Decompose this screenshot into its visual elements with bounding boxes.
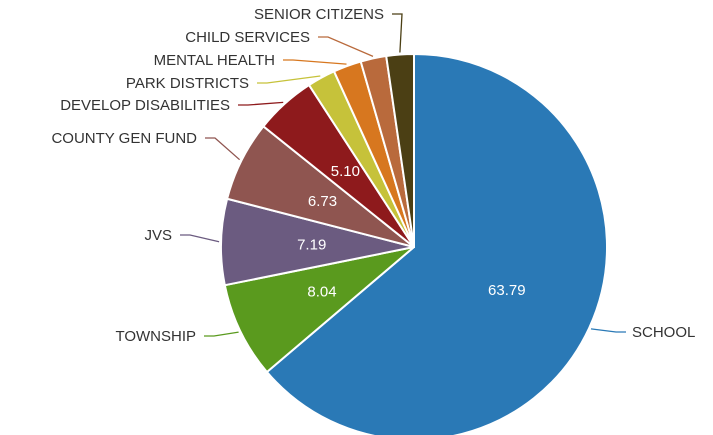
value-develop-disabilities: 5.10 (331, 163, 360, 180)
slice-township (223, 246, 415, 373)
leader-line-child-services (318, 36, 374, 57)
label-jvs: JVS (144, 227, 172, 244)
slice-school (265, 53, 608, 435)
leader-line-park-districts (257, 75, 321, 84)
label-develop-disabilities: DEVELOP DISABILITIES (60, 97, 230, 114)
leader-line-county-gen-fund (205, 137, 241, 161)
value-jvs: 7.19 (297, 236, 326, 253)
leader-line-mental-health (283, 59, 347, 65)
leader-line-township (204, 331, 239, 337)
label-child-services: CHILD SERVICES (185, 29, 310, 46)
leader-line-jvs (180, 234, 220, 243)
pie-slices (220, 53, 608, 435)
leader-lines (180, 13, 626, 337)
leader-line-school (590, 328, 626, 333)
label-school: SCHOOL (632, 324, 695, 341)
label-township: TOWNSHIP (115, 328, 196, 345)
label-senior-citizens: SENIOR CITIZENS (254, 6, 384, 23)
leader-line-develop-disabilities (238, 101, 284, 106)
slice-senior-citizens (385, 53, 415, 248)
label-park-districts: PARK DISTRICTS (126, 75, 249, 92)
value-township: 8.04 (307, 284, 336, 301)
label-county-gen-fund: COUNTY GEN FUND (51, 130, 197, 147)
value-school: 63.79 (488, 282, 526, 299)
value-county-gen-fund: 6.73 (308, 193, 337, 210)
value-labels: 63.79 8.04 7.19 6.73 5.10 (297, 163, 525, 301)
slice-labels: SCHOOL TOWNSHIP JVS COUNTY GEN FUND DEVELOP … (51, 6, 695, 345)
leader-line-senior-citizens (392, 13, 403, 53)
label-mental-health: MENTAL HEALTH (154, 52, 275, 69)
